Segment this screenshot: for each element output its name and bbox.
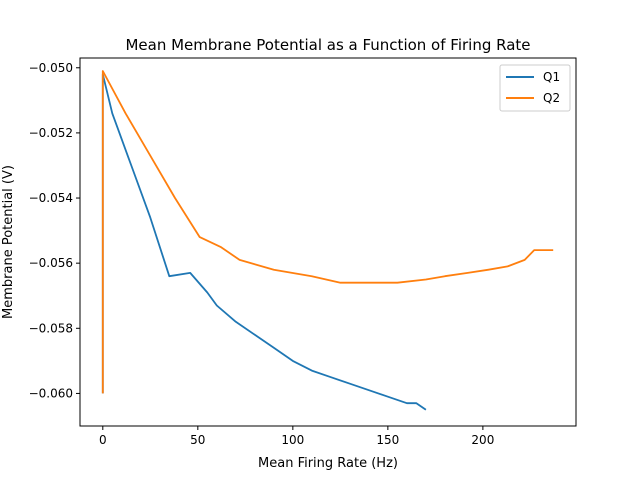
x-axis-ticks: 0 50 100 150 200 [99,426,494,447]
x-tick-label: 50 [190,433,205,447]
chart-title: Mean Membrane Potential as a Function of… [125,36,530,54]
y-tick-label: −0.060 [29,386,73,400]
y-tick-label: −0.058 [29,321,73,335]
y-tick-label: −0.054 [29,191,73,205]
x-axis-label: Mean Firing Rate (Hz) [258,456,398,471]
legend-label-q2: Q2 [543,91,560,105]
series-lines [101,70,554,411]
x-tick-label: 150 [376,433,399,447]
x-tick-label: 100 [281,433,304,447]
legend: Q1 Q2 [499,64,571,112]
y-tick-label: −0.052 [29,126,73,140]
x-tick-label: 0 [99,433,107,447]
y-axis-ticks: −0.060 −0.058 −0.056 −0.054 −0.052 −0.050 [29,61,80,400]
plot-area [79,57,577,427]
y-tick-label: −0.056 [29,256,73,270]
series-line-q2 [101,70,554,394]
y-axis-label: Membrane Potential (V) [1,165,16,319]
series-line-q1 [101,73,427,411]
x-tick-label: 200 [471,433,494,447]
legend-label-q1: Q1 [543,70,560,84]
y-tick-label: −0.050 [29,61,73,75]
